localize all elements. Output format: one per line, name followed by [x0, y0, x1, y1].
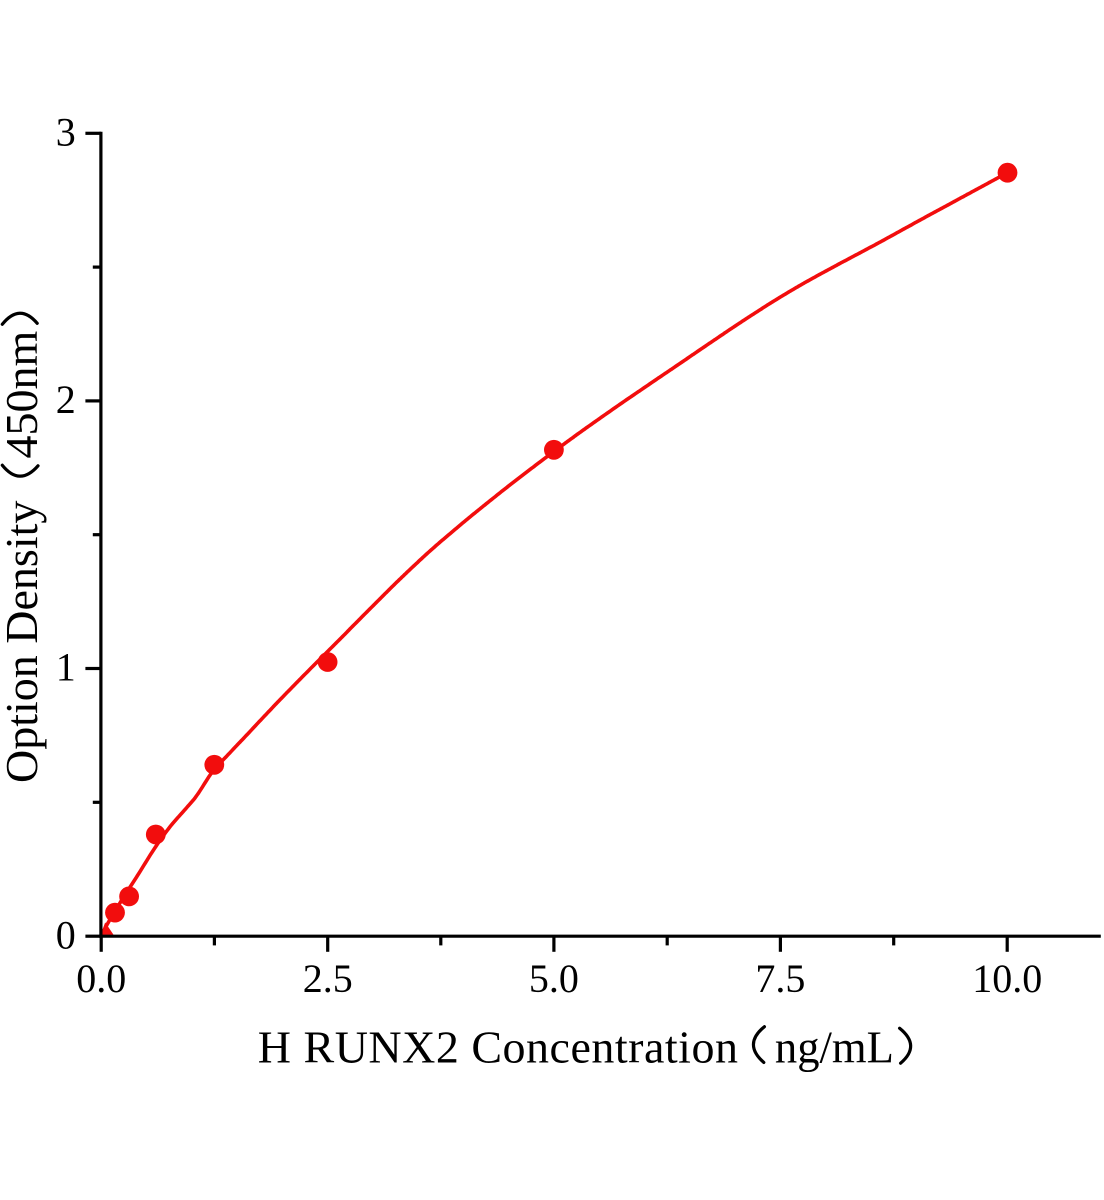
svg-text:450nm: 450nm [0, 331, 47, 459]
svg-text:2: 2 [56, 377, 76, 422]
svg-text:2.5: 2.5 [303, 956, 353, 1001]
svg-text:H RUNX2 Concentration: H RUNX2 Concentration [258, 1022, 739, 1073]
svg-text:3: 3 [56, 109, 76, 154]
svg-text:0.0: 0.0 [76, 956, 126, 1001]
svg-text:1: 1 [56, 645, 76, 690]
svg-text:ng/mL: ng/mL [775, 1022, 894, 1073]
svg-text:7.5: 7.5 [755, 956, 805, 1001]
svg-text:Option Density: Option Density [0, 501, 47, 783]
svg-text:5.0: 5.0 [529, 956, 579, 1001]
svg-text:10.0: 10.0 [972, 956, 1042, 1001]
svg-text:0: 0 [56, 912, 76, 957]
